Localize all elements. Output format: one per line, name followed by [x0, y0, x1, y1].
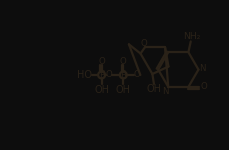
Text: O: O	[133, 70, 140, 79]
Text: NH₂: NH₂	[183, 32, 200, 41]
Text: HO: HO	[77, 70, 92, 80]
Text: O: O	[119, 57, 126, 66]
Text: N: N	[161, 87, 168, 96]
Text: O: O	[98, 57, 104, 66]
Text: N: N	[198, 64, 205, 73]
Text: OH: OH	[115, 85, 130, 95]
Text: P: P	[98, 70, 104, 80]
Text: P: P	[120, 70, 125, 80]
Text: OH: OH	[94, 85, 109, 95]
Text: OH: OH	[146, 84, 161, 94]
Text: O: O	[106, 70, 112, 79]
Text: O: O	[140, 39, 146, 48]
Text: O: O	[200, 82, 206, 91]
